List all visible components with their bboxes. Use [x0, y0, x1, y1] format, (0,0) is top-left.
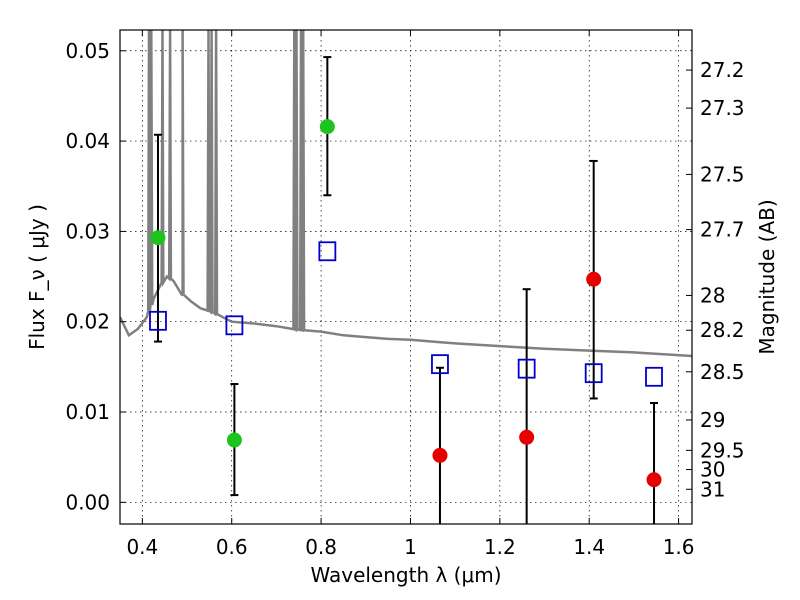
x-tick-label: 0.8	[305, 535, 337, 559]
data-point	[226, 432, 242, 448]
model-square	[517, 358, 536, 379]
y2-tick-label: 28.2	[700, 318, 745, 342]
y2-tick-label: 28	[700, 283, 725, 307]
y2-tick-label: 27.2	[700, 58, 745, 82]
y-tick-label: 0.05	[65, 39, 110, 63]
x-tick-label: 1	[404, 535, 417, 559]
y-tick-label: 0.03	[65, 219, 110, 243]
y-axis-label: Flux F_ν ( μJy )	[25, 204, 49, 350]
y2-tick-label: 27.5	[700, 162, 745, 186]
data-point	[432, 447, 448, 463]
x-tick-label: 1.4	[573, 535, 605, 559]
model-square	[645, 366, 663, 387]
y-tick-label: 0.01	[65, 400, 110, 424]
x-tick-label: 0.6	[216, 535, 248, 559]
model-square	[225, 315, 244, 336]
y2-tick-label: 29.5	[700, 438, 745, 462]
y-tick-label: 0.00	[65, 490, 110, 514]
template-spectrum	[120, 30, 692, 358]
model-square	[431, 354, 449, 375]
data-point	[646, 472, 662, 488]
data-point	[150, 230, 166, 246]
data-point	[519, 429, 535, 445]
data-point	[586, 271, 602, 287]
y-tick-label: 0.04	[65, 129, 110, 153]
y2-tick-label: 28.5	[700, 360, 745, 384]
y2-tick-label: 29	[700, 408, 725, 432]
y2-tick-label: 27.3	[700, 96, 745, 120]
x-tick-label: 0.4	[126, 535, 158, 559]
y2-axis-label: Magnitude (AB)	[755, 199, 779, 354]
axes: 0.4 0.6 0.8 1 1.2 1.4 1.6 0.00 0.01 0.02 0.03 0.04 0…	[65, 30, 745, 559]
x-tick-label: 1.6	[663, 535, 695, 559]
template-spectrum-line	[120, 30, 692, 358]
model-square	[149, 310, 167, 331]
data-point	[319, 119, 335, 135]
y2-tick-label: 27.7	[700, 218, 745, 242]
plot-frame	[119, 29, 693, 525]
grid-lines	[120, 30, 692, 524]
model-square	[584, 363, 603, 384]
y2-tick-label: 30	[700, 458, 725, 482]
y2-tick-label: 31	[700, 477, 725, 501]
data-points	[149, 56, 663, 524]
x-tick-label: 1.2	[484, 535, 516, 559]
y-tick-label: 0.02	[65, 310, 110, 334]
x-axis-label: Wavelength λ (μm)	[310, 563, 501, 587]
model-square	[318, 241, 337, 262]
